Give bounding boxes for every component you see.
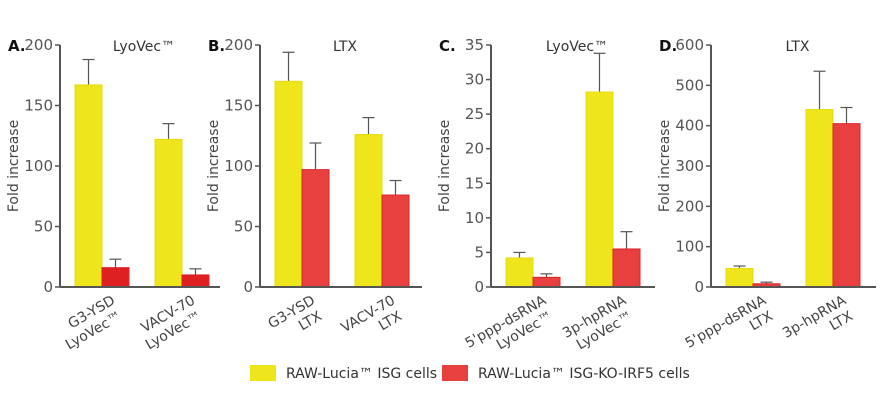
y-tick-label: 100 [24,157,53,175]
y-tick-label: 0 [474,278,484,296]
panel-title: LyoVec™ [113,39,175,55]
y-tick-label: 30 [465,71,484,89]
bar [354,134,383,288]
y-tick-label: 35 [465,36,484,54]
bar [274,80,303,288]
panel-d: D. LTX Fold increase 0 100 200 300 400 500 600 5'p… [657,36,876,366]
y-tick-label: 0 [243,278,253,296]
y-tick-label: 200 [24,36,53,54]
y-tick-label: 300 [675,157,704,175]
bar [154,138,183,288]
y-tick-label: 600 [675,36,704,54]
y-tick-label: 50 [34,218,53,236]
y-tick-label: 150 [224,97,253,115]
y-tick-label: 500 [675,76,704,94]
bar [832,123,861,288]
y-tick-label: 100 [224,157,253,175]
bar [505,257,534,288]
category-label: G3-YSDLyoVec™ [54,293,126,354]
y-axis-label: Fold increase [437,120,453,212]
y-tick-label: 10 [465,209,484,227]
y-tick-label: 200 [675,197,704,215]
y-tick-label: 50 [234,218,253,236]
panel-label: D. [659,37,677,55]
panel-label: A. [8,37,26,55]
category-label: VACV-70LTX [339,293,407,351]
panel-title: LyoVec™ [546,39,608,55]
y-tick-label: 150 [24,97,53,115]
category-label: 5'ppp-dsRNALTX [683,292,778,366]
y-tick-label: 15 [465,174,484,192]
y-tick-label: 0 [43,278,53,296]
bar [74,84,103,288]
bar [612,248,641,288]
panel-c: C. LyoVec™ Fold increase 0 5 10 15 20 25 30 35 5'pp… [437,36,655,366]
y-axis-label: Fold increase [206,120,222,212]
y-tick-label: 400 [675,117,704,135]
bar [101,267,130,288]
category-label: VACV-70LyoVec™ [134,293,206,354]
legend-swatch [442,365,468,381]
bar [532,276,561,288]
y-tick-label: 25 [465,105,484,123]
category-label: 3p-hpRNALTX [780,292,858,356]
category-label: 5'ppp-dsRNALyoVec™ [463,292,558,366]
y-tick-label: 20 [465,140,484,158]
legend: RAW-Lucia™ ISG cells RAW-Lucia™ ISG-KO-IR… [250,365,690,382]
y-tick-label: 0 [694,278,704,296]
y-tick-label: 200 [224,36,253,54]
bar [725,267,754,288]
legend-swatch [250,365,276,381]
y-axis-label: Fold increase [6,120,22,212]
panel-title: LTX [785,39,809,55]
y-tick-label: 5 [474,243,484,261]
category-label: G3-YSDLTX [266,293,327,347]
bar [585,91,614,288]
y-tick-label: 100 [675,238,704,256]
legend-label: RAW-Lucia™ ISG cells [286,366,437,382]
bar [301,169,330,288]
panel-a: A. LyoVec™ Fold increase 0 50 100 150 200 G3-YSD… [6,36,220,353]
legend-label: RAW-Lucia™ ISG-KO-IRF5 cells [478,366,690,382]
category-label: 3p-hpRNALyoVec™ [560,292,638,356]
panel-label: C. [439,37,456,55]
panel-b: B. LTX Fold increase 0 50 100 150 200 G3-YSDLTX V… [206,36,422,351]
panel-title: LTX [333,39,357,55]
bar [181,274,210,288]
y-axis-label: Fold increase [657,120,673,212]
bar [381,194,410,288]
bar [805,109,834,288]
panel-label: B. [208,37,225,55]
